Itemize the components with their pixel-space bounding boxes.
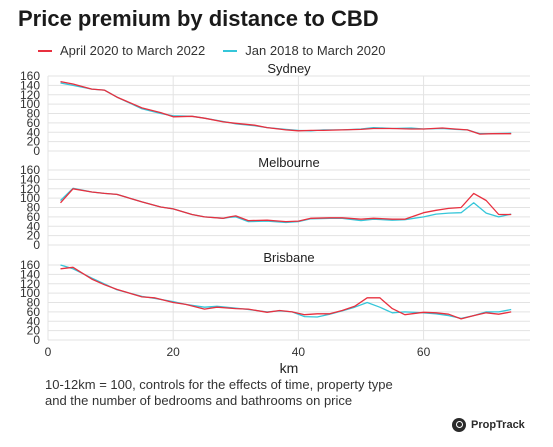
proptrack-logo-icon — [452, 418, 466, 432]
footnote: 10-12km = 100, controls for the effects … — [45, 377, 393, 409]
legend-item-recent: April 2020 to March 2022 — [38, 43, 205, 58]
y-tick-label: 0 — [33, 238, 40, 252]
series-line-earlier — [60, 82, 512, 135]
y-tick-label: 20 — [27, 324, 41, 338]
legend-swatch-earlier — [223, 49, 238, 52]
y-tick-label: 40 — [27, 314, 41, 328]
footnote-line-1: 10-12km = 100, controls for the effects … — [45, 377, 393, 392]
y-tick-label: 100 — [20, 191, 40, 205]
panel-title: Melbourne — [258, 155, 319, 170]
x-tick-label: 20 — [167, 345, 181, 359]
x-tick-label: 60 — [417, 345, 431, 359]
y-tick-label: 160 — [20, 258, 40, 272]
y-tick-label: 100 — [20, 286, 40, 300]
series-line-recent — [60, 266, 512, 320]
x-tick-label: 40 — [292, 345, 306, 359]
y-tick-label: 0 — [33, 144, 40, 158]
chart-legend: April 2020 to March 2022 Jan 2018 to Mar… — [38, 43, 403, 58]
y-tick-label: 0 — [33, 333, 40, 347]
series-line-earlier — [60, 264, 512, 320]
y-tick-label: 140 — [20, 172, 40, 186]
y-tick-label: 80 — [27, 107, 41, 121]
legend-item-earlier: Jan 2018 to March 2020 — [223, 43, 385, 58]
y-tick-label: 20 — [27, 229, 41, 243]
logo-text: PropTrack — [471, 419, 525, 431]
y-tick-label: 60 — [27, 305, 41, 319]
y-tick-label: 40 — [27, 125, 41, 139]
chart-title: Price premium by distance to CBD — [18, 6, 379, 31]
series-line-recent — [60, 80, 512, 135]
proptrack-logo: PropTrack — [452, 418, 525, 432]
y-tick-label: 80 — [27, 201, 41, 215]
legend-label-earlier: Jan 2018 to March 2020 — [245, 43, 386, 58]
y-tick-label: 120 — [20, 182, 40, 196]
x-tick-label: 0 — [45, 345, 52, 359]
y-tick-label: 20 — [27, 135, 41, 149]
panel-title: Sydney — [267, 61, 311, 76]
x-axis-label: km — [280, 360, 299, 376]
series-line-recent — [60, 188, 512, 223]
y-tick-label: 140 — [20, 267, 40, 281]
y-tick-label: 160 — [20, 69, 40, 83]
y-tick-label: 120 — [20, 88, 40, 102]
y-tick-label: 60 — [27, 116, 41, 130]
y-tick-label: 120 — [20, 277, 40, 291]
panel-title: Brisbane — [263, 250, 314, 265]
y-tick-label: 160 — [20, 163, 40, 177]
y-tick-label: 40 — [27, 219, 41, 233]
legend-label-recent: April 2020 to March 2022 — [60, 43, 206, 58]
y-tick-label: 100 — [20, 97, 40, 111]
footnote-line-2: and the number of bedrooms and bathrooms… — [45, 393, 353, 408]
y-tick-label: 60 — [27, 210, 41, 224]
y-tick-label: 140 — [20, 78, 40, 92]
legend-swatch-recent — [38, 49, 52, 52]
y-tick-label: 80 — [27, 296, 41, 310]
